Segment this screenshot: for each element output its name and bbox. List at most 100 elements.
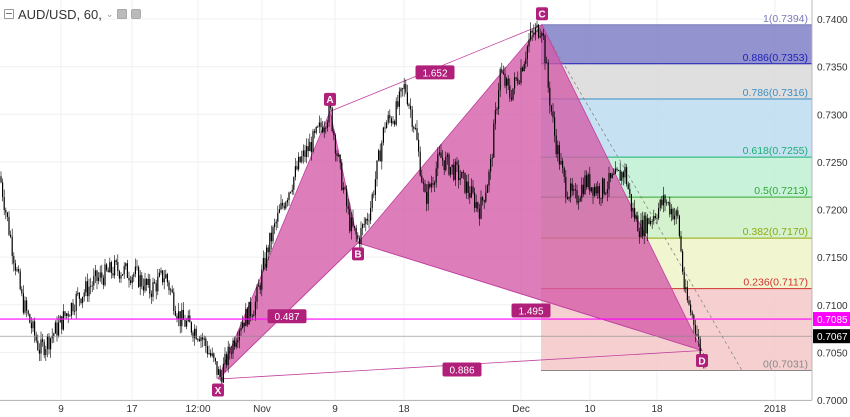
candle-body (365, 218, 367, 225)
candle-body (93, 276, 95, 286)
candle-body (512, 88, 514, 100)
pattern-line (357, 242, 703, 351)
candle-body (499, 69, 501, 91)
candle-body (232, 340, 234, 354)
candle-body (434, 182, 436, 185)
candle-body (306, 146, 308, 158)
time-tick-label: 2018 (764, 404, 787, 415)
candle-body (325, 127, 327, 129)
candle-body (130, 280, 132, 283)
candle-body (595, 186, 597, 194)
candle-body (243, 322, 245, 327)
candle-body (242, 322, 244, 328)
price-tick-label: 0.7300 (817, 110, 848, 121)
minus-square-icon[interactable] (4, 9, 14, 19)
candle-body (203, 338, 205, 340)
candle-body (219, 369, 221, 377)
candle-body (208, 353, 210, 354)
candle-body (538, 24, 540, 38)
candle-body (667, 202, 669, 204)
candle-body (386, 122, 388, 129)
candle-body (696, 334, 698, 336)
candle-body (630, 194, 632, 212)
candle-body (563, 167, 565, 177)
candle-body (550, 105, 552, 112)
candle-body (640, 220, 642, 237)
candle-body (38, 349, 40, 354)
candle-body (147, 278, 149, 286)
candle-body (82, 296, 84, 304)
candle-body (539, 36, 541, 38)
pattern-point-label: X (215, 386, 222, 397)
candle-body (406, 92, 408, 105)
candle-body (186, 321, 188, 327)
candle-body (22, 293, 24, 313)
candle-body (464, 172, 466, 193)
candle-body (174, 311, 176, 316)
candle-body (491, 157, 493, 159)
candle-body (35, 335, 37, 341)
candle-body (149, 278, 151, 294)
candle-body (333, 131, 335, 136)
candle-body (165, 274, 167, 279)
candle-body (480, 197, 482, 219)
candle-body (661, 199, 663, 206)
chevron-down-icon[interactable]: ⌄ (105, 8, 114, 19)
candle-body (42, 339, 44, 342)
candle-body (402, 88, 404, 90)
candle-body (309, 142, 311, 152)
candle-body (666, 202, 668, 204)
candle-body (323, 128, 325, 133)
candle-body (530, 30, 532, 40)
candle-body (560, 160, 562, 165)
candle-body (282, 202, 284, 206)
candle-body (125, 263, 127, 267)
candle-body (194, 328, 196, 338)
candle-body (400, 88, 402, 92)
candle-body (206, 346, 208, 354)
candle-body (166, 274, 168, 283)
candle-body (416, 128, 418, 140)
candle-body (438, 152, 440, 155)
candle-body (34, 321, 36, 336)
candle-body (634, 207, 636, 219)
candle-body (485, 192, 487, 202)
price-marker-tag (813, 312, 850, 327)
candle-body (466, 181, 468, 193)
candle-body (686, 287, 688, 301)
candle-body (296, 166, 298, 170)
candle-body (355, 227, 357, 235)
candle-body (341, 162, 343, 190)
candle-body (66, 313, 68, 316)
candle-body (139, 275, 141, 287)
pattern-point-label: D (698, 356, 705, 367)
candle-body (195, 328, 197, 340)
candle-body (603, 178, 605, 194)
candle-body (582, 184, 584, 194)
candle-body (234, 340, 236, 347)
candle-body (278, 209, 280, 213)
candle-body (610, 173, 612, 178)
symbol-title[interactable]: AUD/USD, 60, (18, 6, 102, 22)
price-marker-label: 0.7085 (817, 315, 848, 326)
candle-body (216, 361, 218, 375)
gear-icon[interactable] (131, 9, 142, 19)
candle-body (518, 82, 520, 84)
ratio-box (267, 309, 307, 324)
candle-body (144, 278, 146, 291)
candle-body (379, 150, 381, 162)
candle-body (378, 150, 380, 161)
candle-body (371, 194, 373, 209)
candle-body (638, 231, 640, 237)
candle-body (394, 121, 396, 125)
price-marker-tag (813, 329, 850, 344)
candle-body (339, 154, 341, 163)
time-tick-label: 9 (332, 404, 338, 415)
candle-body (398, 91, 400, 107)
eye-icon[interactable] (117, 9, 128, 19)
candle-body (565, 176, 567, 197)
candle-body (405, 84, 407, 93)
time-tick-label: 12:00 (185, 404, 210, 415)
candle-body (586, 175, 588, 188)
